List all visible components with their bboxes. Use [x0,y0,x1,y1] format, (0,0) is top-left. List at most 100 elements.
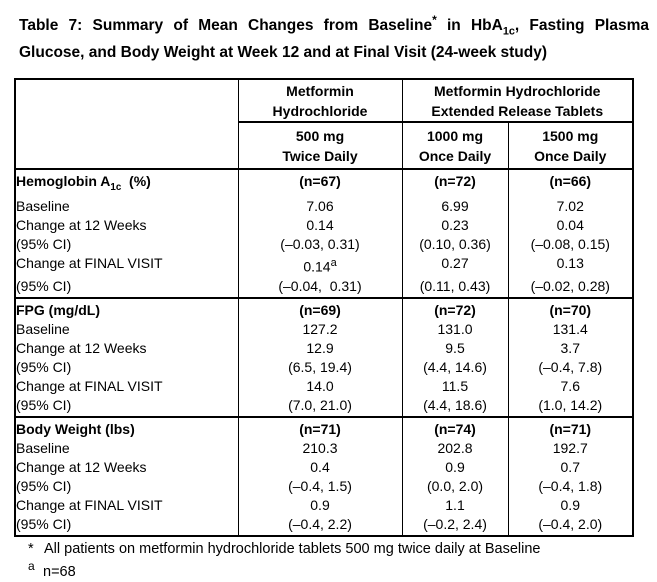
value-cell: 7.6 [507,376,634,396]
value-cell: (–0.4, 7.8) [507,357,634,377]
n-count-cell: (n=70) [507,297,634,320]
n-count-cell: (n=71) [237,416,402,439]
table-row: (95% CI) (7.0, 21.0) (4.4, 18.6) (1.0, 14.2… [15,395,634,417]
value-cell: (0.0, 2.0) [401,476,508,496]
footnote-text: n=68 [43,564,76,581]
value-cell: 0.23 [401,216,508,236]
value-cell: 11.5 [401,376,508,396]
table-row: Baseline 210.3 202.8 192.7 [15,438,634,458]
section-label: FPG (mg/dL) [15,298,238,320]
table-header: Metformin Hydrochloride Metformin Hydroc… [15,79,634,171]
summary-table: Metformin Hydrochloride Metformin Hydroc… [14,78,635,537]
value-cell: 6.99 [401,197,508,217]
value-cell: (–0.04, 0.31) [237,276,402,298]
subscript: 1c [110,182,122,194]
footnotes: * All patients on metformin hydrochloride… [28,541,657,582]
row-label: (95% CI) [16,515,72,532]
value-cell: 210.3 [237,438,402,458]
footnote-text: All patients on metformin hydrochloride … [44,540,541,557]
text-part: 0.14 [303,258,331,275]
value-cell: (4.4, 18.6) [401,395,508,417]
text-part: FPG (mg/dL) [16,301,100,318]
value-cell: 7.06 [237,197,402,217]
column-group-metformin: Metformin Hydrochloride [237,79,402,124]
text-part: in HbA [436,17,503,35]
group-header-row: Metformin Hydrochloride Metformin Hydroc… [15,79,634,171]
value-cell: 9.5 [401,338,508,358]
value-cell: (0.11, 0.43) [401,276,508,298]
row-label: Change at 12 Weeks [16,339,147,356]
value-cell: 0.4 [237,457,402,477]
value-cell: (–0.4, 1.5) [237,476,402,496]
row-label: Baseline [16,320,70,337]
table-title: Table 7: Summary of Mean Changes from Ba… [19,10,649,63]
value-cell: 0.14a [237,254,402,277]
value-cell: 0.7 [507,457,634,477]
value-cell: (–0.08, 0.15) [507,235,634,255]
table-section-2: Body Weight (lbs) (n=71) (n=74) (n=71) Basel… [15,416,634,536]
row-label: Change at FINAL VISIT [16,255,163,272]
value-cell: 0.9 [401,457,508,477]
value-cell: (4.4, 14.6) [401,357,508,377]
superscript: * [432,13,437,27]
text-part: Hemoglobin A [16,173,111,190]
value-cell: 0.04 [507,216,634,236]
table-row: Change at 12 Weeks 0.14 0.23 0.04 [15,216,634,236]
n-count-cell: (n=71) [507,416,634,439]
row-label: Baseline [16,439,70,456]
row-label: (95% CI) [16,236,72,253]
value-cell: 0.13 [507,254,634,277]
table-row: (95% CI) (–0.4, 1.5) (0.0, 2.0) (–0.4, 1.8) [15,476,634,496]
section-label: Body Weight (lbs) [15,417,238,439]
table-title-line1: Table 7: Summary of Mean Changes from Ba… [19,10,649,42]
table-row: Change at FINAL VISIT 0.9 1.1 0.9 [15,495,634,515]
column-group-metformin-er: Metformin Hydrochloride Extended Release… [401,79,634,124]
value-cell: 131.4 [507,319,634,339]
value-cell: (–0.02, 0.28) [507,276,634,298]
table-row: Change at 12 Weeks 12.9 9.5 3.7 [15,338,634,358]
text-part: Body Weight (lbs) [16,420,135,437]
text-part: , Fasting Plasma [514,17,650,35]
value-cell: 0.14 [237,216,402,236]
value-cell: (6.5, 19.4) [237,357,402,377]
table-row: (95% CI) (–0.4, 2.2) (–0.2, 2.4) (–0.4, 2.0… [15,514,634,536]
row-label: (95% CI) [16,277,72,294]
section-label: Hemoglobin A1c (%) [15,169,238,197]
table-row: (95% CI) (–0.04, 0.31) (0.11, 0.43) (–0.02,… [15,276,634,298]
value-cell: (1.0, 14.2) [507,395,634,417]
row-label: Change at 12 Weeks [16,458,147,475]
table-row: Baseline 127.2 131.0 131.4 [15,319,634,339]
table-title-line2: Glucose, and Body Weight at Week 12 and … [19,44,547,62]
value-cell: (–0.4, 2.2) [237,514,402,536]
table-row: Change at 12 Weeks 0.4 0.9 0.7 [15,457,634,477]
row-label: Change at 12 Weeks [16,217,147,234]
row-label: Change at FINAL VISIT [16,496,163,513]
value-cell: 0.9 [507,495,634,515]
table-section-0: Hemoglobin A1c (%) (n=67) (n=72) (n=66) Base… [15,169,634,298]
n-count-cell: (n=74) [401,416,508,439]
value-cell: (7.0, 21.0) [237,395,402,417]
row-label: Baseline [16,198,70,215]
value-cell: 0.27 [401,254,508,277]
column-header-1500mg: 1500 mg Once Daily [507,122,634,171]
n-count-cell: (n=72) [401,169,508,198]
footnote-marker-asterisk: * [28,540,34,557]
value-cell: 1.1 [401,495,508,515]
table-row: Baseline 7.06 6.99 7.02 [15,197,634,217]
table-row: (95% CI) (–0.03, 0.31) (0.10, 0.36) (–0.08,… [15,235,634,255]
dose-header-row: 500 mg Twice Daily 1000 mg Once Daily 15… [15,122,634,171]
table-row: Change at FINAL VISIT 14.0 11.5 7.6 [15,376,634,396]
table-row: (95% CI) (6.5, 19.4) (4.4, 14.6) (–0.4, 7.8… [15,357,634,377]
footnote-a: a n=68 [28,558,657,581]
value-cell: (–0.4, 1.8) [507,476,634,496]
table-row: Change at FINAL VISIT 0.14a 0.27 0.13 [15,254,634,277]
superscript: a [330,257,337,270]
value-cell: 3.7 [507,338,634,358]
value-cell: 0.9 [237,495,402,515]
table-row: Hemoglobin A1c (%) (n=67) (n=72) (n=66) [15,169,634,198]
value-cell: 14.0 [237,376,402,396]
table-section-1: FPG (mg/dL) (n=69) (n=72) (n=70) Baseline 127… [15,297,634,417]
row-label: (95% CI) [16,477,72,494]
table-row: FPG (mg/dL) (n=69) (n=72) (n=70) [15,297,634,320]
